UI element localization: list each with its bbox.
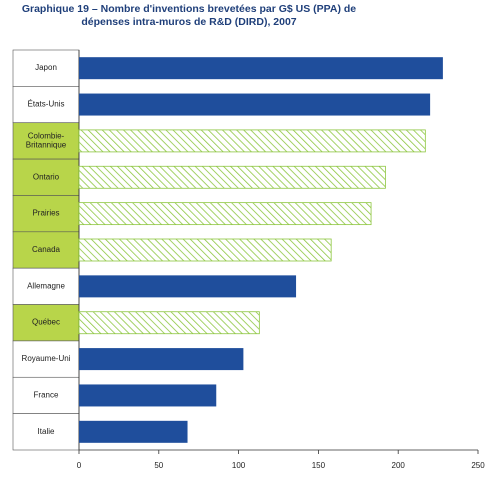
bar [79,420,188,443]
bar [79,348,244,371]
label-line: Royaume-Uni [22,354,71,363]
y-tick-label: Colombie-Britannique [26,132,67,150]
x-tick-label: 50 [154,461,163,470]
y-tick-label: Ontario [33,172,60,181]
bar [79,93,431,116]
label-line: Allemagne [27,281,65,290]
y-tick-label: Prairies [32,209,59,218]
x-tick-label: 0 [77,461,82,470]
bar [79,57,443,80]
category-cell [12,413,80,451]
bar [79,275,297,298]
label-line: Japon [35,63,57,72]
category-cell [12,49,80,87]
label-line: Italie [38,427,55,436]
y-tick-label: Royaume-Uni [22,354,71,363]
label-line: Québec [32,318,60,327]
x-tick-label: 100 [232,461,246,470]
category-cell [12,340,80,378]
y-tick-label: France [34,391,59,400]
y-tick-label: Japon [35,63,57,72]
y-tick-label: Allemagne [27,281,65,290]
category-cell [12,122,80,160]
bar [78,238,332,262]
label-line: France [34,391,59,400]
label-line: Prairies [32,209,59,218]
label-line: Britannique [26,141,67,150]
bar [78,202,372,226]
y-tick-label: Italie [38,427,55,436]
bar [78,311,260,335]
x-tick-label: 250 [471,461,485,470]
label-line: Canada [32,245,61,254]
chart-title: Graphique 19 – Nombre d'inventions breve… [21,3,357,28]
x-tick-label: 150 [312,461,326,470]
y-tick-label: Canada [32,245,61,254]
bar [78,129,426,153]
x-tick-label: 200 [392,461,406,470]
label-line: États-Unis [28,100,65,109]
category-cell [12,158,80,196]
category-cell [12,231,80,269]
y-tick-label: Québec [32,318,60,327]
label-line: Colombie- [28,132,65,141]
category-cell [12,195,80,233]
bar [78,165,386,189]
y-tick-label: États-Unis [28,100,65,109]
bar [79,384,217,407]
label-line: Ontario [33,172,60,181]
